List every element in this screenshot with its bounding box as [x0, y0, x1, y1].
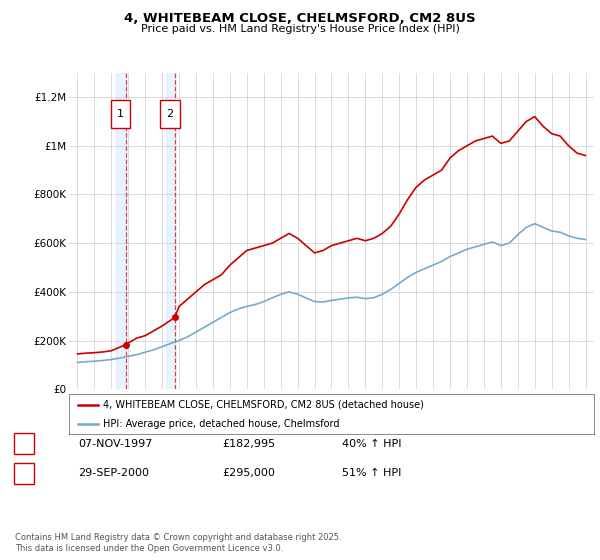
Text: 1: 1: [117, 109, 124, 119]
Text: £295,000: £295,000: [222, 468, 275, 478]
Text: 51% ↑ HPI: 51% ↑ HPI: [342, 468, 401, 478]
Text: 40% ↑ HPI: 40% ↑ HPI: [342, 438, 401, 449]
FancyBboxPatch shape: [110, 100, 130, 128]
Text: 4, WHITEBEAM CLOSE, CHELMSFORD, CM2 8US (detached house): 4, WHITEBEAM CLOSE, CHELMSFORD, CM2 8US …: [103, 400, 424, 410]
Text: 07-NOV-1997: 07-NOV-1997: [78, 438, 152, 449]
Text: 4, WHITEBEAM CLOSE, CHELMSFORD, CM2 8US: 4, WHITEBEAM CLOSE, CHELMSFORD, CM2 8US: [124, 12, 476, 25]
Text: Contains HM Land Registry data © Crown copyright and database right 2025.
This d: Contains HM Land Registry data © Crown c…: [15, 533, 341, 553]
Text: 2: 2: [166, 109, 173, 119]
Text: 1: 1: [20, 438, 28, 449]
FancyBboxPatch shape: [160, 100, 179, 128]
Bar: [166, 73, 175, 389]
Text: Price paid vs. HM Land Registry's House Price Index (HPI): Price paid vs. HM Land Registry's House …: [140, 24, 460, 34]
Bar: [116, 73, 126, 389]
Text: £182,995: £182,995: [222, 438, 275, 449]
Text: HPI: Average price, detached house, Chelmsford: HPI: Average price, detached house, Chel…: [103, 419, 340, 429]
Text: 29-SEP-2000: 29-SEP-2000: [78, 468, 149, 478]
Text: 2: 2: [20, 468, 28, 478]
